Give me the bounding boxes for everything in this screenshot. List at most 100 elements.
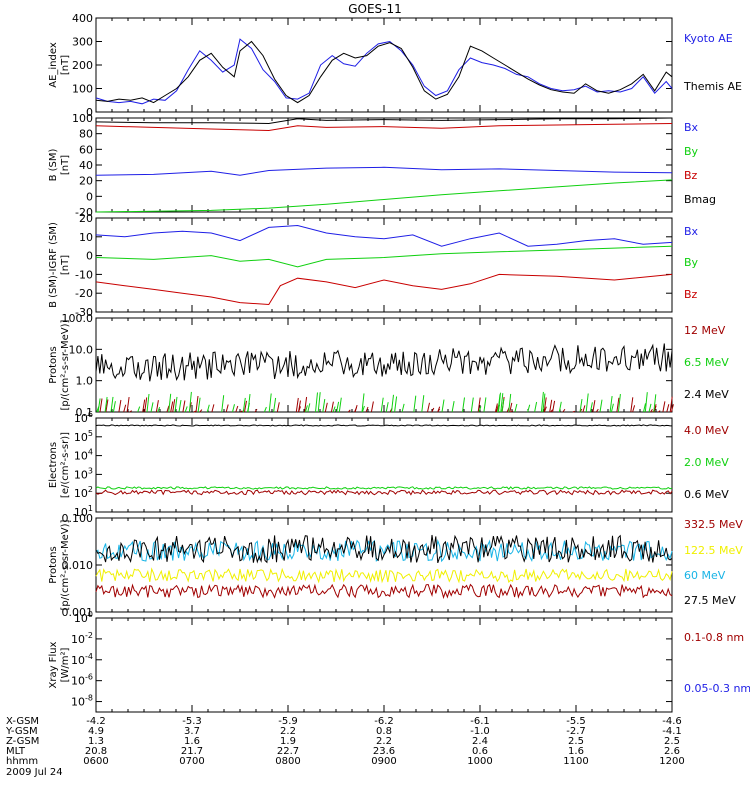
orbit-value: -5.5: [566, 716, 586, 727]
y-tick-label: 400: [72, 12, 93, 25]
series-spike: [370, 401, 374, 413]
orbit-value: 0900: [371, 756, 396, 767]
orbit-value: 2.4: [472, 736, 488, 747]
series-2-4-mev: [95, 343, 673, 382]
series-spike: [558, 401, 562, 413]
series-0-6-mev: [95, 424, 672, 427]
series-spike: [494, 403, 498, 413]
series-spike: [670, 404, 674, 413]
orbit-value: 1100: [563, 756, 588, 767]
series-line: [95, 123, 673, 132]
series-spike: [184, 406, 188, 413]
series-line: [95, 534, 673, 564]
orbit-value: 23.6: [373, 746, 395, 757]
orbit-date: 2009 Jul 24: [6, 767, 63, 778]
legend-label: 27.5 MeV: [684, 594, 736, 607]
y-tick-label: -20: [75, 206, 93, 219]
legend-label: 332.5 MeV: [684, 518, 743, 531]
series-spike: [617, 394, 621, 413]
series-spike: [354, 404, 358, 413]
series-line: [95, 343, 673, 382]
series-spike: [572, 410, 575, 413]
series-line: [95, 273, 673, 306]
series-spike: [644, 392, 648, 413]
series-by: [95, 179, 673, 213]
legend-label: Bz: [684, 288, 698, 301]
series-spike: [540, 391, 544, 413]
series-spike: [643, 403, 646, 413]
y-tick-label: 100.0: [62, 312, 94, 325]
series-spike: [263, 406, 267, 413]
series-spike: [401, 403, 405, 413]
series-spike: [510, 410, 514, 413]
series-spike: [137, 406, 141, 413]
series-spike: [543, 397, 547, 413]
series-spike: [361, 393, 365, 413]
y-tick-label: 0.100: [62, 512, 94, 525]
series-spike: [244, 400, 247, 413]
orbit-value: -6.2: [374, 716, 394, 727]
series-spike: [427, 402, 430, 413]
series-spike: [240, 410, 243, 413]
series-spike: [592, 400, 596, 413]
series-spike: [142, 399, 146, 413]
series-6-5-mev: [96, 391, 657, 413]
series-bz: [95, 273, 673, 306]
series-spike: [242, 397, 246, 413]
series-spike: [146, 393, 150, 413]
series-line: [95, 567, 673, 584]
legend-label: 0.6 MeV: [684, 488, 729, 501]
series-spike: [413, 395, 417, 413]
y-tick-label: 60: [79, 143, 93, 156]
orbit-value: 2.5: [664, 736, 680, 747]
y-tick-label: 104: [74, 448, 93, 463]
y-tick-label: -10: [75, 268, 93, 281]
series-spike: [105, 399, 109, 413]
legend-label: 60 MeV: [684, 569, 726, 582]
y-tick-label: 0.001: [62, 606, 94, 619]
series-spike: [197, 397, 201, 413]
series-line: [95, 179, 673, 213]
y-tick-label: 0.1: [76, 406, 94, 419]
series-spike: [268, 393, 272, 413]
series-spike: [170, 401, 174, 413]
series-spike: [500, 393, 504, 413]
series-spike: [123, 404, 127, 413]
panel-4: 0.1 1.0 10.0 100.0 Protons [p/(cm²-s-sr-MeV)]…: [48, 312, 729, 419]
series-by: [95, 245, 673, 268]
y-axis-title: [nT]: [60, 55, 71, 75]
y-tick-label: 200: [72, 59, 93, 72]
legend-label: 6.5 MeV: [684, 356, 729, 369]
series-spike: [99, 398, 103, 413]
orbit-value: -4.1: [662, 726, 682, 737]
y-tick-label: 10-6: [71, 673, 93, 688]
y-axis-title: [nT]: [60, 255, 71, 275]
series-spike: [534, 401, 538, 413]
orbit-value: 1.6: [184, 736, 200, 747]
legend-label: 12 MeV: [684, 324, 726, 337]
series-spike: [178, 400, 182, 413]
series-spike: [157, 407, 161, 413]
series-spike: [495, 405, 499, 413]
y-axis-title: Electrons: [48, 442, 59, 488]
orbit-value: -5.3: [182, 716, 202, 727]
orbit-value: 21.7: [181, 746, 203, 757]
series-line: [95, 117, 673, 125]
series-spike: [97, 398, 101, 413]
series-spike: [112, 401, 116, 413]
orbit-row-label: X-GSM: [6, 716, 39, 727]
series-spike: [276, 402, 280, 413]
y-tick-label: 10-8: [71, 694, 93, 709]
series-bmag: [95, 117, 673, 125]
y-axis-title: Protons: [48, 546, 59, 583]
series-bx: [95, 224, 673, 247]
orbit-value: 1.6: [568, 746, 584, 757]
series-kyoto-ae: [95, 38, 673, 105]
series-spike: [437, 406, 441, 413]
series-spike: [168, 393, 172, 413]
series-line: [95, 486, 673, 490]
y-tick-label: 300: [72, 36, 93, 49]
series-spike: [211, 404, 215, 413]
